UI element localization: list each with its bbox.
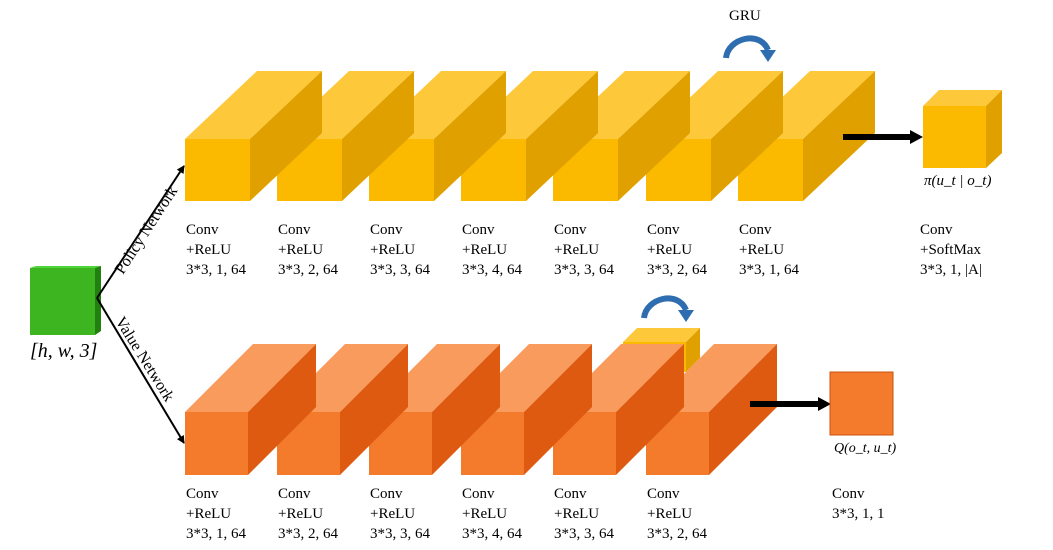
gru-loop-icon <box>723 35 776 62</box>
policy-layer-label-4: Conv +ReLU 3*3, 4, 64 <box>462 222 522 278</box>
value-layer-label-5: Conv +ReLU 3*3, 3, 64 <box>554 486 614 542</box>
value-output-math: Q(o_t, u_t) <box>834 441 897 456</box>
value-layer-label-2: Conv +ReLU 3*3, 2, 64 <box>278 486 338 542</box>
policy-branch-arrow <box>96 165 185 299</box>
policy-block-side <box>803 71 875 201</box>
value-block-3 <box>369 344 500 475</box>
policy-block-1 <box>185 71 322 201</box>
input-block <box>30 266 101 335</box>
value-output-arrowhead <box>818 397 831 411</box>
value-block-side <box>709 344 777 475</box>
policy-layer-label-2: Conv +ReLU 3*3, 2, 64 <box>278 222 338 278</box>
policy-layer-label-6: Conv +ReLU 3*3, 2, 64 <box>647 222 707 278</box>
policy-network-blocks <box>185 71 875 201</box>
value-gru-loop-icon <box>641 295 694 322</box>
value-layer-label-1: Conv +ReLU 3*3, 1, 64 <box>186 486 246 542</box>
policy-output-block <box>923 90 1002 168</box>
value-output-block <box>829 371 894 436</box>
policy-layer-label-5: Conv +ReLU 3*3, 3, 64 <box>554 222 614 278</box>
value-block-1 <box>185 344 316 475</box>
policy-block-top <box>185 71 322 139</box>
policy-block-side <box>342 71 414 201</box>
value-gru-block-top <box>623 328 700 342</box>
policy-block-front <box>185 139 250 201</box>
value-block-side <box>616 344 684 475</box>
value-block-5 <box>553 344 684 475</box>
policy-block-side <box>250 71 322 201</box>
policy-layer-label-1: Conv +ReLU 3*3, 1, 64 <box>186 222 246 278</box>
value-network-blocks <box>185 328 777 475</box>
policy-output-arrowhead <box>910 130 923 144</box>
policy-layer-label-3: Conv +ReLU 3*3, 3, 64 <box>370 222 430 278</box>
value-block-side <box>248 344 316 475</box>
value-block-top <box>185 344 316 412</box>
value-block-front <box>185 412 248 475</box>
input-shape-label: [h, w, 3] <box>30 340 98 362</box>
value-branch-arrow <box>96 297 185 444</box>
policy-output-math: π(u_t | o_t) <box>924 173 992 189</box>
value-output-label: Conv 3*3, 1, 1 <box>832 486 885 522</box>
value-layer-label-4: Conv +ReLU 3*3, 4, 64 <box>462 486 522 542</box>
value-block-side <box>340 344 408 475</box>
gru-label: GRU <box>729 8 761 24</box>
policy-output-label: Conv +SoftMax 3*3, 1, |A| <box>920 222 982 278</box>
value-layer-label-6: Conv +ReLU 3*3, 2, 64 <box>647 486 707 542</box>
value-layer-label-3: Conv +ReLU 3*3, 3, 64 <box>370 486 430 542</box>
policy-block-side <box>434 71 506 201</box>
value-block-side <box>524 344 592 475</box>
value-gru-block-side <box>686 328 700 372</box>
value-block-side <box>432 344 500 475</box>
policy-block-side <box>526 71 598 201</box>
policy-layer-label-7: Conv +ReLU 3*3, 1, 64 <box>739 222 799 278</box>
policy-block-side <box>618 71 690 201</box>
policy-block-side <box>711 71 783 201</box>
